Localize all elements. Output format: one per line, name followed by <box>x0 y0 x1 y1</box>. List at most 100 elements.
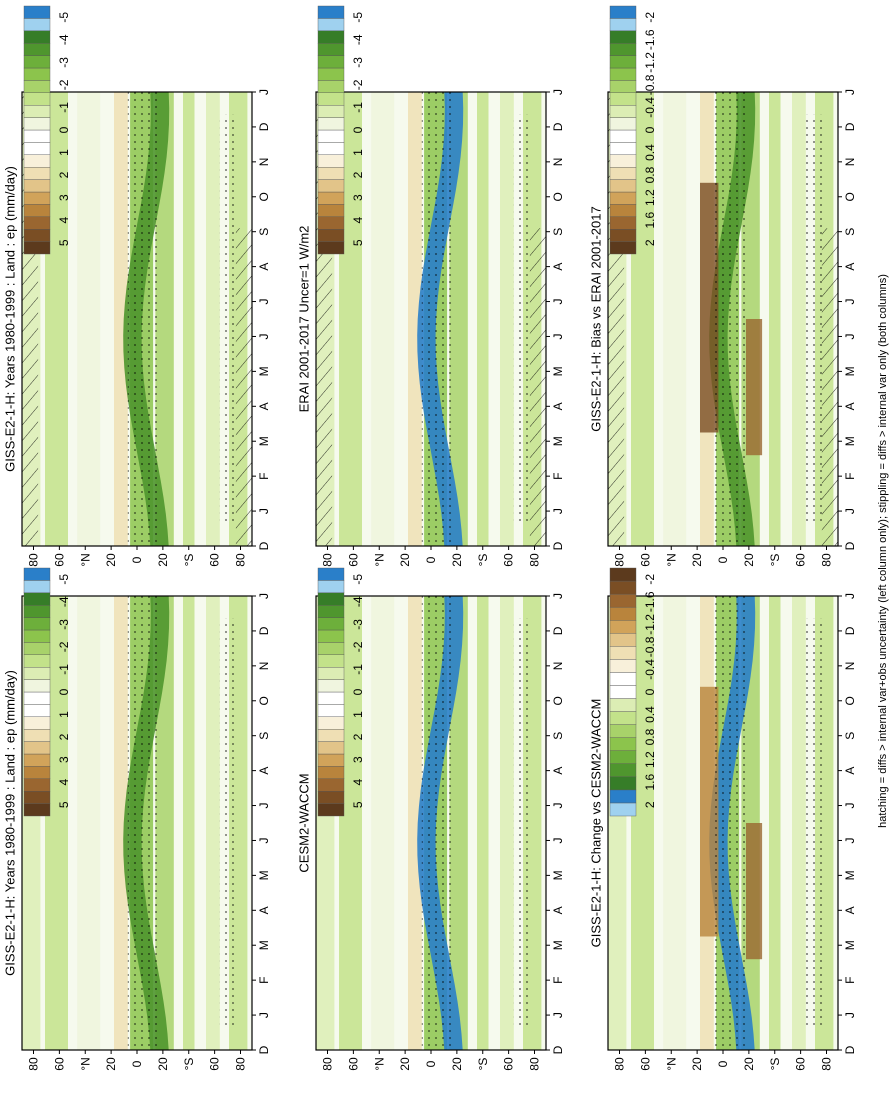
colorbar-swatch <box>317 241 345 255</box>
field-band <box>631 92 654 546</box>
month-tick-label: J <box>257 508 271 514</box>
panel-5: 80 60 °N 20 0 20 °S 60 80DJFMAMJJASONDJGISS-E2-1… <box>589 5 857 567</box>
colorbar-swatch <box>23 567 51 581</box>
colorbar-swatch <box>317 766 345 780</box>
colorbar-swatch <box>317 642 345 656</box>
colorbar-swatch <box>609 802 637 817</box>
colorbar-swatch <box>23 154 51 168</box>
colorbar-swatch <box>609 67 637 81</box>
colorbar-label: -1 <box>351 664 365 675</box>
lat-tick-label: 0 <box>424 556 438 563</box>
lat-tick-label: °N <box>664 1057 678 1070</box>
colorbar-swatch <box>609 92 637 106</box>
colorbar-label: -1.6 <box>643 29 657 50</box>
colorbar-label: 0 <box>57 126 71 133</box>
panel-1: 80 60 °N 20 0 20 °S 60 80DJFMAMJJASONDJGISS-E2-1… <box>3 5 271 567</box>
colorbar: 5 4 3 2 1 0 -1 -2 -3 -4 -5 <box>317 5 365 255</box>
stipple-region <box>219 114 239 524</box>
panel-title: GISS-E2-1-H: Change vs CESM2-WACCM <box>589 699 604 948</box>
colorbar-label: 5 <box>57 239 71 246</box>
colorbar-label: 1 <box>351 149 365 156</box>
lat-tick-label: 80 <box>27 1057 41 1071</box>
hatch-region <box>235 228 252 546</box>
lat-tick-label: 20 <box>690 1057 704 1071</box>
month-tick-label: A <box>257 402 271 410</box>
colorbar-swatch <box>317 191 345 205</box>
colorbar-label: 2 <box>57 171 71 178</box>
colorbar-swatch <box>609 80 637 94</box>
lat-tick-label: 0 <box>424 1060 438 1067</box>
month-tick-label: J <box>843 803 857 809</box>
month-tick-label: M <box>257 870 271 880</box>
lat-tick-label: 20 <box>156 1057 170 1071</box>
colorbar-label: -2 <box>643 574 657 585</box>
field-band <box>663 92 687 546</box>
panel-4: 80 60 °N 20 0 20 °S 60 80DJFMAMJJASONDJCESM2-WAC… <box>297 567 565 1071</box>
month-tick-label: S <box>257 732 271 740</box>
stipple-region <box>805 618 825 1028</box>
month-tick-label: M <box>843 436 857 446</box>
panel-title: GISS-E2-1-H: Bias vs ERAI 2001-2017 <box>589 206 604 431</box>
month-tick-label: D <box>551 122 565 131</box>
month-tick-label: M <box>551 870 565 880</box>
month-tick-label: M <box>257 436 271 446</box>
lat-tick-label: 80 <box>27 553 41 567</box>
colorbar-label: -0.4 <box>643 659 657 680</box>
colorbar-swatch <box>23 117 51 131</box>
field-band <box>77 92 101 546</box>
colorbar-swatch <box>317 18 345 31</box>
colorbar-swatch <box>609 567 637 582</box>
month-tick-label: M <box>551 436 565 446</box>
stipple-region <box>713 92 746 546</box>
colorbar-swatch <box>23 179 51 193</box>
colorbar-swatch <box>609 216 637 230</box>
colorbar-swatch <box>23 679 51 693</box>
colorbar-label: -5 <box>351 574 365 585</box>
field-band <box>477 596 489 1050</box>
anomaly-patch <box>746 319 763 456</box>
colorbar-swatch <box>609 129 637 143</box>
month-tick-label: J <box>551 508 565 514</box>
month-tick-label: A <box>257 767 271 775</box>
colorbar-swatch <box>23 241 51 255</box>
colorbar-swatch <box>609 117 637 131</box>
hatch-region <box>821 228 838 546</box>
month-tick-label: J <box>843 508 857 514</box>
month-tick-label: J <box>551 593 565 599</box>
colorbar-label: -4 <box>351 596 365 607</box>
lat-tick-label: 60 <box>638 1057 652 1071</box>
colorbar: 2 1.6 1.2 0.8 0.4 0 -0.4 -0.8-1.2 -1.6 -2 <box>609 567 657 817</box>
colorbar: 5 4 3 2 1 0 -1 -2 -3 -4 -5 <box>23 5 71 255</box>
colorbar-swatch <box>317 154 345 168</box>
month-tick-label: J <box>843 333 857 339</box>
month-tick-label: A <box>551 906 565 914</box>
stipple-region <box>127 596 160 1050</box>
month-tick-label: J <box>843 299 857 305</box>
lat-tick-label: 20 <box>398 553 412 567</box>
colorbar-label: 3 <box>351 194 365 201</box>
colorbar-swatch <box>317 741 345 755</box>
colorbar-swatch <box>317 166 345 180</box>
colorbar-label: 0 <box>351 126 365 133</box>
colorbar-label: -3 <box>351 57 365 68</box>
month-tick-label: J <box>551 803 565 809</box>
colorbar-swatch <box>317 716 345 730</box>
month-tick-label: O <box>551 696 565 705</box>
colorbar-label: -1 <box>57 664 71 675</box>
month-tick-label: F <box>551 472 565 479</box>
panel-title: GISS-E2-1-H: Years 1980-1999 : Land : ep… <box>3 166 18 472</box>
lat-tick-label: 60 <box>502 553 516 567</box>
panel-title: GISS-E2-1-H: Years 1980-1999 : Land : ep… <box>3 670 18 976</box>
colorbar-swatch <box>609 789 637 804</box>
month-tick-label: D <box>843 626 857 635</box>
month-tick-label: N <box>551 662 565 671</box>
colorbar-swatch <box>609 659 637 673</box>
colorbar-swatch <box>317 216 345 230</box>
month-tick-label: O <box>551 192 565 201</box>
lat-tick-label: 20 <box>742 553 756 567</box>
lat-tick-label: °N <box>664 553 678 566</box>
month-tick-label: M <box>843 870 857 880</box>
month-tick-label: J <box>551 89 565 95</box>
field-band <box>45 92 68 546</box>
field-band <box>408 92 422 546</box>
